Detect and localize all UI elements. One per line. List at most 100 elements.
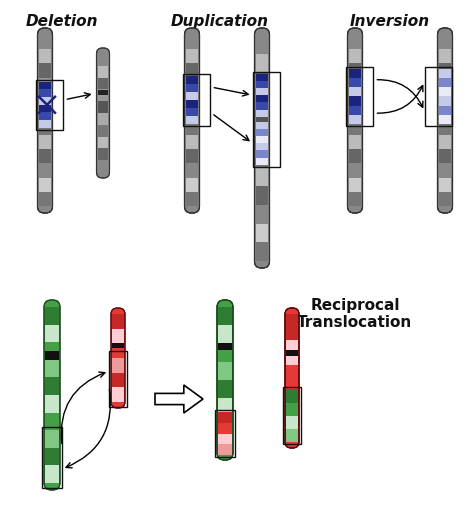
Bar xyxy=(98,101,109,113)
Bar xyxy=(439,35,451,49)
Bar xyxy=(439,78,451,87)
Bar xyxy=(349,97,361,106)
Bar xyxy=(256,148,268,167)
Bar xyxy=(256,110,268,129)
Bar xyxy=(186,135,198,149)
Bar xyxy=(46,307,59,325)
Bar xyxy=(98,149,109,160)
Bar xyxy=(349,35,361,49)
Bar xyxy=(349,83,361,92)
Bar xyxy=(112,387,124,401)
Bar xyxy=(109,351,127,407)
Bar xyxy=(186,84,198,92)
Text: Duplication: Duplication xyxy=(171,14,269,29)
Bar xyxy=(426,67,453,126)
Bar xyxy=(286,389,298,402)
Bar xyxy=(349,49,361,63)
Bar xyxy=(346,67,374,126)
Bar xyxy=(349,63,361,78)
Text: Inversion: Inversion xyxy=(350,14,430,29)
Bar xyxy=(256,54,268,73)
Bar xyxy=(349,78,361,92)
Bar xyxy=(349,121,361,135)
Bar xyxy=(215,410,235,457)
Bar xyxy=(46,360,59,378)
Bar xyxy=(186,178,198,192)
Bar xyxy=(39,49,51,63)
Bar xyxy=(39,164,51,178)
Bar xyxy=(98,89,109,101)
Bar xyxy=(286,402,298,416)
Bar xyxy=(112,344,124,358)
Bar xyxy=(39,120,51,128)
Bar xyxy=(439,97,451,106)
FancyBboxPatch shape xyxy=(347,28,363,213)
Bar xyxy=(256,109,268,117)
Bar xyxy=(39,97,51,105)
Bar xyxy=(112,358,124,373)
Bar xyxy=(439,121,451,135)
Bar xyxy=(286,416,298,442)
Bar xyxy=(186,76,198,84)
Bar xyxy=(186,83,198,92)
Bar xyxy=(39,178,51,192)
Bar xyxy=(98,113,109,125)
Bar xyxy=(112,329,124,344)
Bar xyxy=(219,444,232,455)
Bar xyxy=(186,92,198,100)
Bar xyxy=(186,149,198,164)
Bar xyxy=(98,78,109,89)
Bar xyxy=(286,350,298,356)
Bar xyxy=(46,352,59,360)
Bar xyxy=(256,81,268,88)
Bar xyxy=(439,49,451,63)
Bar xyxy=(39,35,51,49)
Bar xyxy=(46,342,59,360)
FancyBboxPatch shape xyxy=(217,300,233,460)
Bar xyxy=(98,136,109,149)
Bar xyxy=(39,89,51,97)
Bar xyxy=(98,125,109,136)
Bar xyxy=(39,113,51,120)
Bar xyxy=(39,106,51,121)
Bar xyxy=(254,72,281,167)
Bar xyxy=(39,192,51,206)
Bar xyxy=(439,68,451,78)
Bar xyxy=(219,343,232,350)
FancyBboxPatch shape xyxy=(184,28,200,213)
Bar xyxy=(183,74,210,126)
Bar xyxy=(349,135,361,149)
Bar xyxy=(439,149,451,164)
Bar xyxy=(256,129,268,148)
Bar xyxy=(36,80,64,130)
Bar xyxy=(349,106,361,115)
Bar xyxy=(439,106,451,121)
Bar xyxy=(349,178,361,192)
Bar xyxy=(39,121,51,135)
Bar xyxy=(186,106,198,121)
Bar xyxy=(286,365,298,391)
Text: Deletion: Deletion xyxy=(26,14,98,29)
Bar xyxy=(219,416,232,434)
Bar xyxy=(186,63,198,78)
Bar xyxy=(286,429,298,442)
Bar xyxy=(219,398,232,416)
Bar xyxy=(256,91,268,110)
Bar xyxy=(98,90,109,96)
Bar xyxy=(186,100,198,108)
Bar xyxy=(256,167,268,186)
Bar xyxy=(286,416,298,429)
Bar xyxy=(439,178,451,192)
Bar xyxy=(256,95,268,102)
Bar xyxy=(349,68,361,78)
Bar xyxy=(349,106,361,121)
Bar xyxy=(256,88,268,95)
Bar xyxy=(42,427,62,488)
Bar xyxy=(283,387,301,444)
Bar xyxy=(186,78,198,92)
Bar xyxy=(219,423,232,434)
Bar xyxy=(39,149,51,164)
Bar xyxy=(186,49,198,63)
Bar xyxy=(439,164,451,178)
FancyBboxPatch shape xyxy=(111,308,125,408)
